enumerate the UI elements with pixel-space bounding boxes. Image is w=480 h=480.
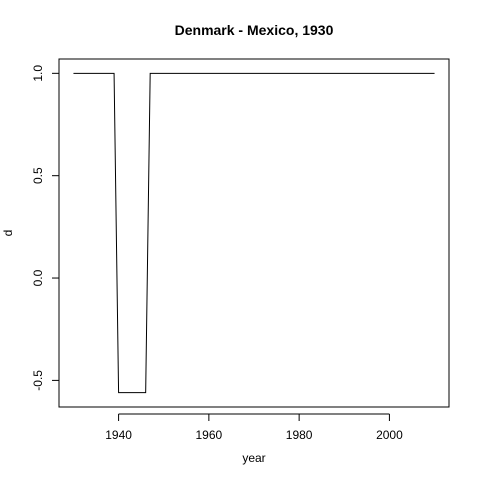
x-axis: 1940 1960 1980 2000 — [105, 413, 403, 442]
y-tick-label: 0.5 — [31, 167, 45, 184]
y-tick-label: 1.0 — [31, 65, 45, 82]
x-axis-label: year — [242, 451, 265, 465]
y-tick-label: -0.5 — [31, 370, 45, 391]
series-line — [73, 72, 435, 394]
chart-title: Denmark - Mexico, 1930 — [175, 22, 334, 38]
series-layer — [73, 72, 435, 394]
y-axis-label: d — [1, 230, 15, 237]
y-tick-label: 0.0 — [31, 269, 45, 286]
x-tick-label: 1940 — [105, 428, 132, 442]
x-tick-label: 1960 — [196, 428, 223, 442]
y-axis: -0.5 0.0 0.5 1.0 — [31, 65, 60, 391]
x-tick-label: 2000 — [376, 428, 403, 442]
x-tick-label: 1980 — [286, 428, 313, 442]
